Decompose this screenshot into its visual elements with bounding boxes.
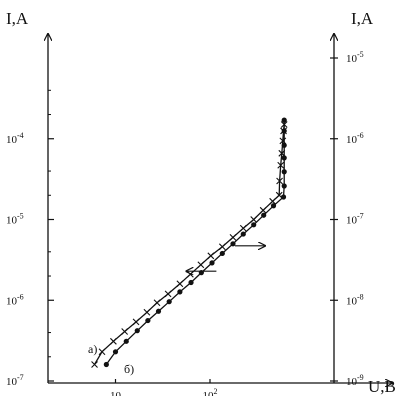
series-b-point — [188, 279, 194, 286]
series-b-point — [219, 250, 225, 257]
series-b-point — [281, 155, 287, 161]
series-a-point — [143, 308, 151, 316]
series-a-point — [153, 299, 161, 307]
right-tick-label: 10-8 — [346, 292, 364, 307]
series-a-point — [91, 361, 98, 368]
right-tick-label: 10-6 — [346, 131, 364, 146]
series-b-point — [280, 194, 287, 200]
series-a-label: а) — [88, 342, 97, 356]
series-b-point — [209, 260, 215, 266]
series-a-point — [186, 270, 194, 278]
right-axis-title: I,A — [351, 9, 374, 28]
x-ticks: 10 102 — [110, 379, 218, 396]
series-a-point — [164, 290, 172, 298]
series-b-point — [281, 169, 287, 175]
series-b-label: б) — [124, 362, 134, 376]
left-tick-label: 10-4 — [6, 131, 24, 146]
series-a-point — [276, 177, 283, 185]
left-y-ticks: 10-7 10-6 10-5 10-4 — [6, 89, 54, 388]
series-b-point — [145, 317, 151, 324]
series-b-point — [177, 289, 183, 295]
right-y-ticks: 10-9 10-8 10-7 10-6 10-5 — [330, 50, 364, 388]
series-a-point — [250, 216, 258, 223]
series-b-point — [230, 241, 236, 247]
left-tick-label: 10-5 — [6, 212, 24, 227]
series-b-point — [281, 183, 287, 189]
series-b-point — [123, 338, 129, 344]
series-a-point — [269, 197, 277, 205]
series-a-point — [132, 318, 140, 326]
series-a-point — [218, 243, 226, 251]
series-b-point — [251, 222, 257, 228]
series-a-point — [98, 348, 106, 356]
series-b-point — [240, 231, 246, 237]
series-b-point — [198, 269, 204, 276]
series-a-point — [229, 234, 237, 241]
series-a-point — [176, 280, 184, 288]
series-b-point — [261, 212, 267, 218]
x-tick-label: 10 — [110, 390, 122, 396]
series-a-point — [197, 261, 205, 269]
x-axis-title: U,B — [368, 377, 396, 396]
series-a-point — [207, 252, 215, 260]
series-b-point — [103, 361, 109, 368]
series-b — [103, 117, 287, 368]
series-b-point — [166, 299, 172, 305]
x-tick-label: 102 — [203, 387, 218, 396]
series-b-point — [281, 117, 287, 123]
series-b-point — [112, 349, 119, 355]
series-a-point — [239, 224, 247, 232]
series-b-point — [155, 308, 162, 314]
series-b-point — [270, 203, 277, 209]
right-tick-label: 10-7 — [346, 212, 364, 227]
series-b-line — [105, 120, 285, 365]
left-axis-title: I,A — [6, 9, 29, 28]
series-a-line — [93, 124, 285, 365]
series-a-point — [110, 337, 117, 345]
series-b-point — [281, 128, 287, 134]
series-a-point — [121, 328, 129, 335]
right-tick-label: 10-5 — [346, 50, 364, 65]
left-tick-label: 10-7 — [6, 373, 24, 388]
series-b-point — [281, 142, 287, 148]
series-b-point — [134, 328, 140, 334]
series-a-point — [277, 161, 285, 169]
right-tick-label: 10-9 — [346, 373, 364, 388]
series-a-point — [259, 206, 267, 214]
series-a — [91, 121, 288, 368]
left-tick-label: 10-6 — [6, 292, 24, 307]
